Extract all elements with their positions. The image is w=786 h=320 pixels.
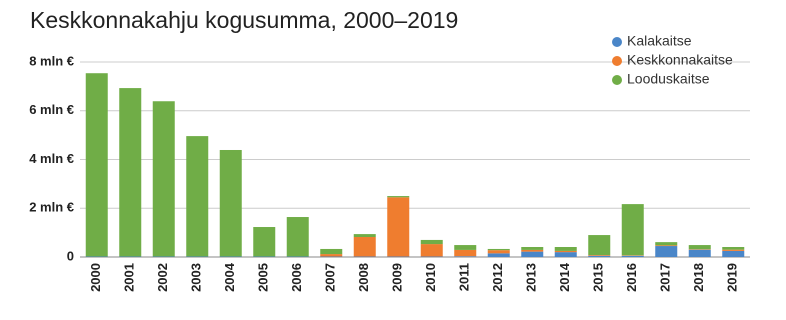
- x-tick-label: 2001: [122, 263, 137, 292]
- bar-segment: [688, 245, 711, 250]
- y-tick-label: 0: [67, 248, 74, 263]
- chart-title: Keskkonnakahju kogusumma, 2000–2019: [30, 7, 458, 33]
- legend-label: Keskkonnakaitse: [627, 52, 733, 68]
- bar-segment: [521, 251, 544, 257]
- bar-segment: [722, 247, 745, 250]
- legend-marker: [612, 56, 622, 66]
- x-tick-label: 2006: [289, 263, 304, 292]
- x-tick-label: 2018: [691, 263, 706, 292]
- bar-segment: [353, 237, 376, 257]
- bar-segment: [454, 256, 477, 257]
- bar-segment: [454, 245, 477, 250]
- bar-segment: [487, 248, 510, 251]
- bar-segment: [688, 249, 711, 257]
- x-tick-label: 2003: [189, 263, 204, 292]
- x-tick-label: 2011: [457, 263, 472, 291]
- bar-segment: [186, 136, 209, 257]
- bar-segment: [588, 255, 611, 257]
- x-tick-label: 2010: [423, 263, 438, 292]
- bar-segment: [521, 247, 544, 250]
- bar-segment: [588, 255, 611, 256]
- bar-segment: [85, 73, 108, 257]
- bar-segment: [554, 252, 577, 257]
- bar-segment: [320, 248, 343, 255]
- bar-segment: [152, 101, 175, 257]
- y-tick-label: 4 mln €: [29, 151, 74, 166]
- bar-segment: [621, 255, 644, 257]
- bar-segment: [320, 254, 343, 257]
- legend-marker: [612, 37, 622, 47]
- x-tick-label: 2005: [256, 263, 271, 292]
- bar-segment: [554, 250, 577, 253]
- x-tick-label: 2014: [557, 262, 572, 292]
- bar-segment: [454, 249, 477, 257]
- x-tick-label: 2008: [356, 263, 371, 292]
- legend-label: Looduskaitse: [627, 71, 710, 87]
- bar-segment: [588, 235, 611, 256]
- bar-segment: [655, 245, 678, 247]
- bar-segment: [219, 149, 242, 257]
- bar-segment: [253, 227, 276, 257]
- x-tick-label: 2017: [658, 263, 673, 292]
- bar-segment: [521, 249, 544, 252]
- x-tick-label: 2002: [155, 263, 170, 292]
- bar-segment: [655, 246, 678, 257]
- x-tick-label: 2012: [490, 263, 505, 292]
- x-tick-label: 2004: [222, 262, 237, 292]
- x-tick-label: 2019: [725, 263, 740, 292]
- x-tick-label: 2015: [591, 263, 606, 292]
- bar-segment: [722, 250, 745, 257]
- x-tick-label: 2000: [88, 263, 103, 292]
- bar-segment: [420, 244, 443, 257]
- bar-segment: [554, 247, 577, 251]
- x-tick-label: 2009: [390, 263, 405, 292]
- bar-segment: [655, 242, 678, 246]
- bar-segment: [387, 197, 410, 257]
- y-tick-label: 2 mln €: [29, 200, 74, 215]
- bar-segment: [722, 249, 745, 251]
- legend-label: Kalakaitse: [627, 33, 692, 49]
- bar-segment: [387, 196, 410, 198]
- x-tick-label: 2007: [323, 263, 338, 292]
- x-tick-label: 2016: [624, 263, 639, 292]
- bar-segment: [487, 250, 510, 254]
- bar-segment: [621, 204, 644, 256]
- x-tick-label: 2013: [524, 263, 539, 292]
- y-tick-label: 6 mln €: [29, 102, 74, 117]
- bar-segment: [119, 88, 142, 257]
- y-tick-label: 8 mln €: [29, 53, 74, 68]
- bar-segment: [353, 234, 376, 238]
- bar-segment: [487, 253, 510, 257]
- bar-segment: [286, 217, 309, 257]
- legend-marker: [612, 75, 622, 85]
- bar-segment: [420, 239, 443, 245]
